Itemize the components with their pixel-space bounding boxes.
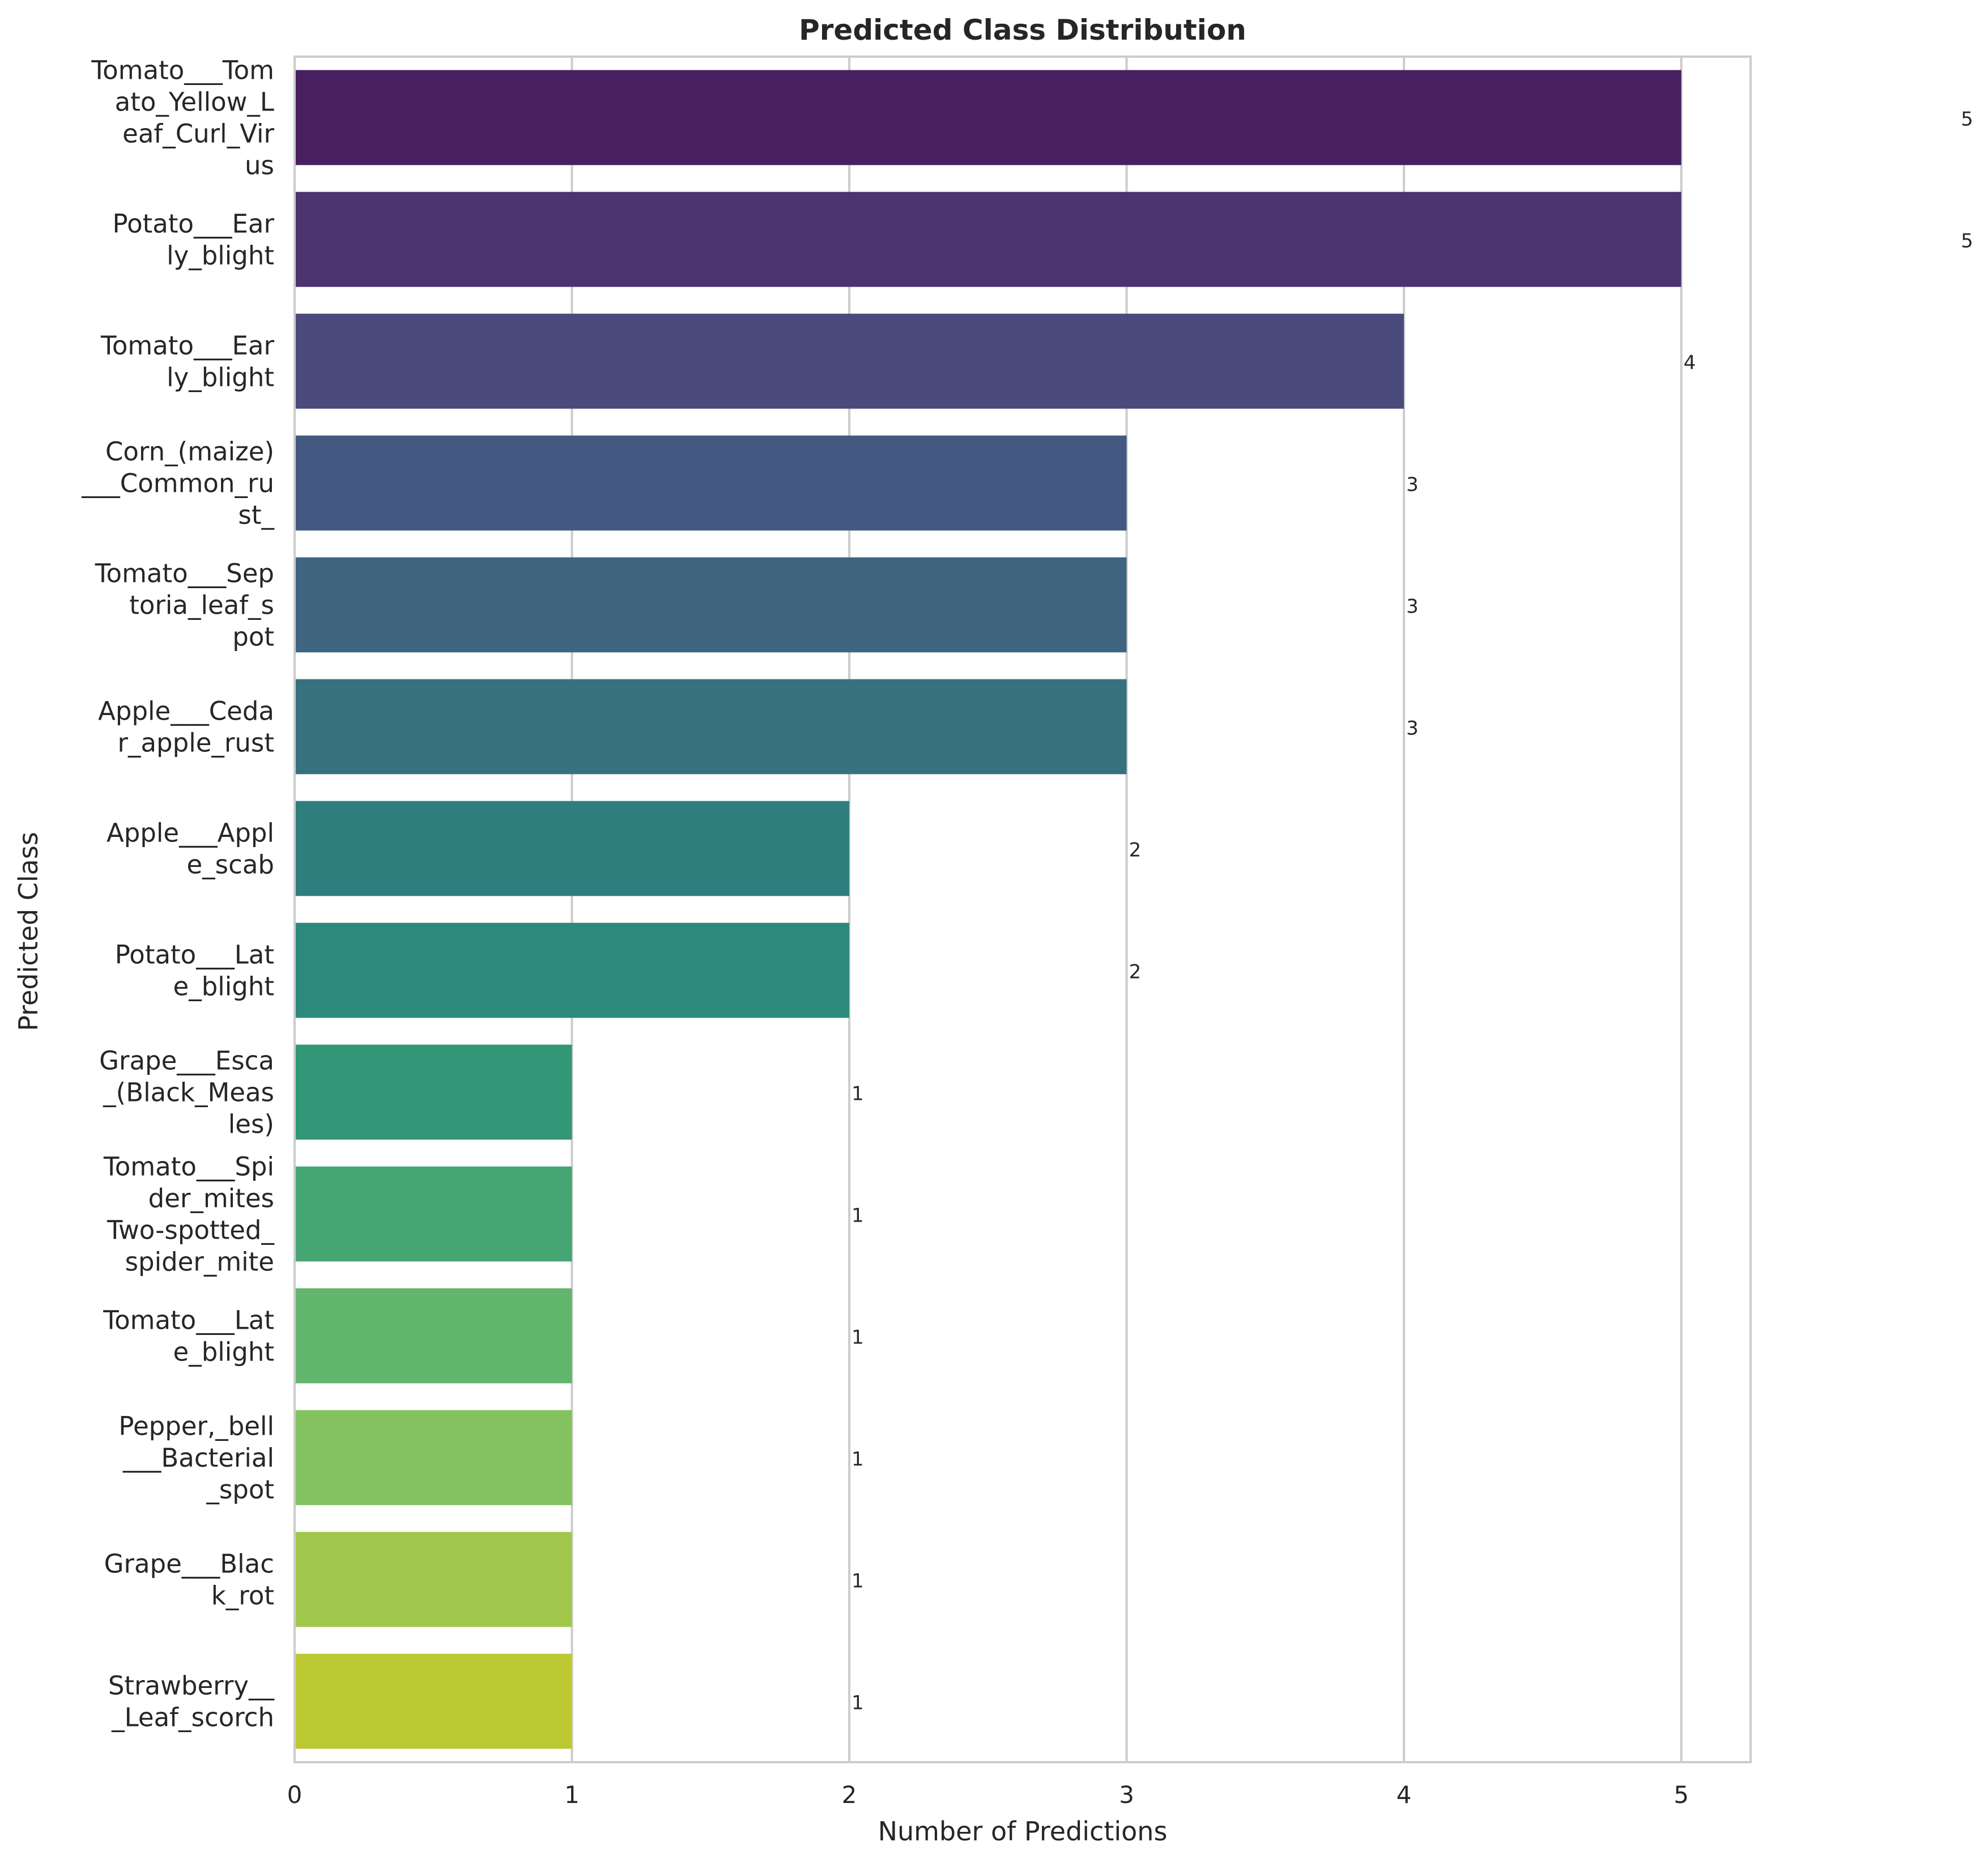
bar xyxy=(295,801,850,896)
y-tick-label-line: ato_Yellow_L xyxy=(115,87,274,117)
y-tick-label-line: Tomato___Ear xyxy=(100,331,274,361)
value-label: 3 xyxy=(1406,596,1419,618)
x-tick-label: 2 xyxy=(842,1781,857,1809)
x-tick-label: 4 xyxy=(1397,1781,1412,1809)
y-tick-label-line: der_mites xyxy=(148,1184,274,1214)
y-tick-label-line: Pepper,_bell xyxy=(118,1411,274,1441)
y-tick-label-line: k_rot xyxy=(211,1581,274,1611)
y-tick-label-line: Corn_(maize) xyxy=(105,437,274,467)
bar xyxy=(295,557,1127,653)
y-tick-label-line: eaf_Curl_Vir xyxy=(122,119,274,149)
y-tick-label-line: e_scab xyxy=(186,850,274,880)
y-tick-label: Tomato___Spi der_mites Two-spotted_ spider_… xyxy=(103,1152,275,1277)
bar xyxy=(295,313,1404,409)
plot-frame xyxy=(293,56,1752,1763)
y-tick-label-line: Potato___Ear xyxy=(113,209,275,239)
value-label: 4 xyxy=(1684,352,1696,375)
y-tick-label-line: ___Bacterial xyxy=(122,1443,274,1473)
value-label: 1 xyxy=(852,1205,864,1227)
y-tick-label-line: Potato___Lat xyxy=(115,940,274,970)
y-tick-label-line: e_blight xyxy=(173,972,274,1002)
bar xyxy=(295,1532,572,1627)
y-tick-label-line: Tomato___Tom xyxy=(91,56,274,86)
y-tick-label-line: ly_blight xyxy=(167,363,274,393)
y-tick-label-line: _(Black_Meas xyxy=(103,1078,274,1108)
bar xyxy=(295,679,1127,775)
y-tick-label-line: ___Common_ru xyxy=(81,469,274,499)
bar xyxy=(295,922,850,1018)
y-tick-label-line: e_blight xyxy=(173,1337,274,1367)
bar xyxy=(295,435,1127,531)
y-tick-label: Pepper,_bell ___Bacterial _spot xyxy=(118,1411,274,1505)
x-tick-label: 5 xyxy=(1674,1781,1689,1809)
y-tick-label-line: les) xyxy=(228,1109,274,1139)
x-tick-label: 3 xyxy=(1119,1781,1134,1809)
y-tick-label: Corn_(maize) ___Common_ru st_ xyxy=(81,437,274,530)
y-axis-label: Predicted Class xyxy=(13,832,44,1031)
y-tick-label: Potato___Ear ly_blight xyxy=(113,209,275,271)
bar xyxy=(295,1410,572,1505)
value-label: 1 xyxy=(852,1326,864,1349)
y-tick-label: Grape___Esca _(Black_Meas les) xyxy=(99,1046,274,1139)
y-tick-label: Apple___Ceda r_apple_rust xyxy=(98,696,274,758)
bar xyxy=(295,1044,572,1140)
bar xyxy=(295,192,1682,287)
y-tick-label: Tomato___Tom ato_Yellow_L eaf_Curl_Vir us xyxy=(91,56,274,181)
y-tick-label-line: _Leaf_scorch xyxy=(111,1703,274,1733)
y-tick-label-line: Tomato___Lat xyxy=(103,1305,274,1336)
y-tick-label-line: toria_leaf_s xyxy=(129,590,274,620)
value-label: 5 xyxy=(1961,108,1973,131)
y-tick-label-line: pot xyxy=(232,622,274,652)
y-tick-label-line: ly_blight xyxy=(167,241,274,271)
value-label: 2 xyxy=(1129,961,1142,984)
value-label: 2 xyxy=(1129,839,1142,862)
value-label: 1 xyxy=(852,1448,864,1471)
bar xyxy=(295,70,1682,165)
y-tick-label: Tomato___Ear ly_blight xyxy=(100,331,274,393)
value-label: 3 xyxy=(1406,717,1419,740)
y-tick-label-line: Apple___Ceda xyxy=(98,696,274,726)
y-tick-labels: Tomato___Tom ato_Yellow_L eaf_Curl_Vir us Po… xyxy=(81,56,274,1733)
y-tick-label-line: Grape___Esca xyxy=(99,1046,274,1076)
value-label: 1 xyxy=(852,1692,864,1715)
y-tick-label-line: us xyxy=(245,151,274,181)
y-tick-label-line: r_apple_rust xyxy=(117,728,274,758)
y-tick-label-line: Two-spotted_ xyxy=(107,1215,275,1245)
x-tick-labels: 0 1 2 3 4 5 xyxy=(287,1781,1689,1809)
y-tick-label: Strawberry__ _Leaf_scorch xyxy=(108,1671,275,1733)
x-tick-label: 1 xyxy=(564,1781,580,1809)
y-tick-label-line: Grape___Blac xyxy=(104,1549,274,1579)
y-tick-label-line: Tomato___Spi xyxy=(103,1152,274,1182)
bar xyxy=(295,1653,572,1749)
y-tick-label: Apple___Appl e_scab xyxy=(107,818,274,880)
bar xyxy=(295,1288,572,1384)
x-tick-label: 0 xyxy=(287,1781,303,1809)
y-tick-label: Tomato___Lat e_blight xyxy=(103,1305,274,1367)
value-label: 1 xyxy=(852,1083,864,1105)
y-tick-label: Grape___Blac k_rot xyxy=(104,1549,274,1611)
bar xyxy=(295,1166,572,1262)
x-axis-label: Number of Predictions xyxy=(878,1816,1168,1847)
y-tick-label-line: Apple___Appl xyxy=(107,818,274,848)
y-tick-label-line: Tomato___Sep xyxy=(95,559,274,589)
value-labels: 5 5 4 3 3 3 2 2 1 1 1 1 1 1 xyxy=(852,108,1973,1715)
y-tick-label-line: Strawberry__ xyxy=(108,1671,275,1701)
y-tick-label-line: st_ xyxy=(238,500,274,530)
y-tick-label: Tomato___Sep toria_leaf_s pot xyxy=(95,559,274,652)
y-tick-label: Potato___Lat e_blight xyxy=(115,940,274,1002)
bars xyxy=(295,70,1682,1749)
value-label: 1 xyxy=(852,1570,864,1593)
y-tick-label-line: _spot xyxy=(206,1475,274,1505)
chart-title: Predicted Class Distribution xyxy=(799,14,1246,46)
value-label: 5 xyxy=(1961,230,1973,253)
value-label: 3 xyxy=(1406,474,1419,496)
y-tick-label-line: spider_mite xyxy=(125,1247,274,1277)
